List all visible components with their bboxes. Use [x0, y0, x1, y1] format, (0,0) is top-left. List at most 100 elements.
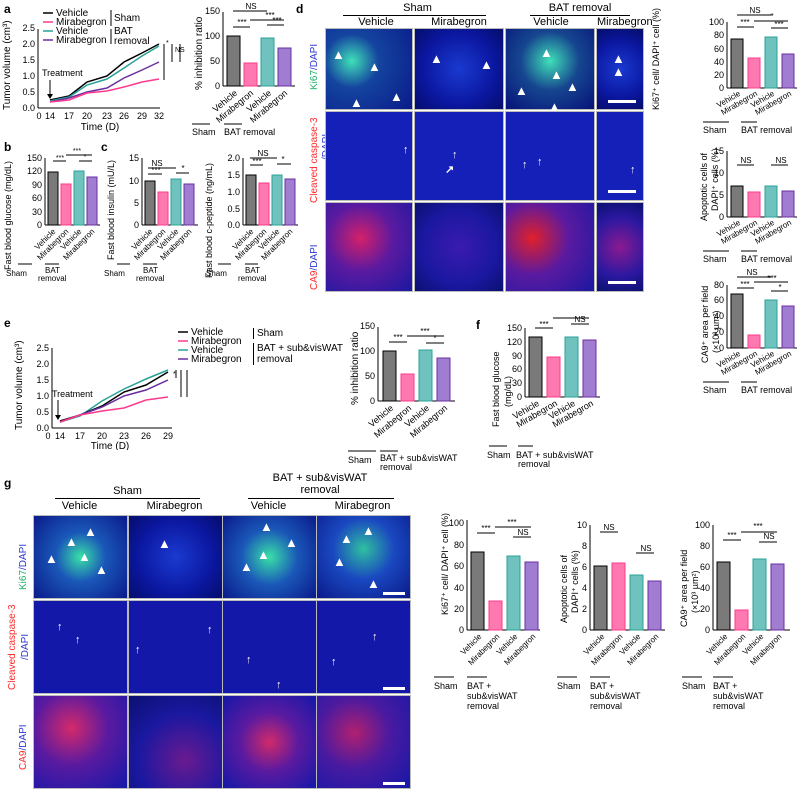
svg-text:2: 2: [582, 604, 587, 614]
d-group-sham: Sham: [403, 2, 432, 14]
svg-text:0: 0: [719, 212, 724, 222]
svg-text:10: 10: [577, 520, 587, 530]
svg-text:80: 80: [714, 30, 724, 40]
svg-text:14: 14: [45, 111, 55, 121]
svg-text:CA9⁺ area per field: CA9⁺ area per field: [700, 286, 710, 363]
svg-text:2.5: 2.5: [22, 23, 35, 33]
svg-text:60: 60: [700, 562, 710, 572]
svg-text:Mirabegron: Mirabegron: [56, 35, 107, 46]
g-group-sham: Sham: [113, 485, 142, 497]
arrowhead-icon: ▲: [612, 64, 625, 79]
g-col-1: Vehicle: [61, 500, 98, 512]
svg-text:6: 6: [582, 562, 587, 572]
svg-text:removal: removal: [114, 36, 150, 47]
svg-text:Ki67⁺ cell/ DAPI⁺ cell (%): Ki67⁺ cell/ DAPI⁺ cell (%): [651, 8, 661, 110]
d-ki67-bat-mirabegron: [596, 28, 644, 110]
arrowhead-icon: ▲: [362, 523, 375, 538]
svg-text:8: 8: [582, 541, 587, 551]
d-col-2: Mirabegron: [431, 16, 487, 28]
d-col-3: Vehicle: [533, 16, 569, 28]
svg-text:NS: NS: [763, 532, 774, 541]
svg-text:(×10³ µm²): (×10³ µm²): [690, 571, 700, 613]
svg-text:DAPI⁺ cells (%): DAPI⁺ cells (%): [710, 148, 720, 211]
arrowhead-icon: ▲: [368, 59, 381, 74]
scale-bar: [608, 100, 636, 103]
svg-text:10: 10: [129, 176, 139, 186]
svg-text:15: 15: [129, 153, 139, 163]
svg-text:BAT + sub&visWAT: BAT + sub&visWAT: [516, 450, 594, 460]
scale-bar: [383, 687, 405, 690]
svg-text:***: ***: [420, 327, 429, 336]
panel-e-line-chart: Vehicle Mirabegron Vehicle Mirabegron 0.…: [14, 327, 242, 450]
svg-text:***: ***: [753, 522, 762, 531]
svg-text:23: 23: [119, 431, 129, 441]
svg-text:*: *: [778, 283, 781, 292]
g-row-caspase-label: Cleaved caspase-3: [7, 604, 18, 690]
svg-text:*: *: [181, 164, 184, 173]
svg-text:DAPI⁺ cells (%): DAPI⁺ cells (%): [570, 550, 580, 613]
legend-e-groups: Sham BAT + sub&visWAT removal: [253, 320, 343, 365]
svg-text:1.0: 1.0: [227, 187, 240, 197]
svg-text:BAT removal: BAT removal: [741, 254, 792, 264]
svg-text:29: 29: [163, 431, 173, 441]
svg-text:*: *: [84, 154, 87, 161]
svg-text:NS: NS: [775, 156, 786, 165]
svg-text:40: 40: [454, 583, 464, 593]
svg-text:0: 0: [459, 625, 464, 635]
svg-text:10: 10: [714, 168, 724, 178]
svg-text:removal: removal: [590, 701, 622, 711]
svg-text:removal: removal: [713, 701, 745, 711]
arrowhead-icon: ▲: [340, 531, 353, 546]
arrowhead-icon: ▲: [285, 535, 298, 550]
panel-c-cpeptide-chart: Fast blood c-peptide (ng/mL) 0.0 0.5 1.0 1.…: [204, 149, 298, 283]
g-row-ca9-label: CA9/DAPI: [18, 724, 29, 770]
svg-text:NS: NS: [245, 2, 256, 11]
svg-text:50: 50: [210, 56, 220, 66]
svg-text:***: ***: [393, 333, 402, 342]
svg-text:NS: NS: [151, 159, 162, 168]
svg-text:BAT removal: BAT removal: [224, 127, 275, 137]
svg-text:0: 0: [36, 111, 41, 121]
svg-text:30: 30: [32, 207, 42, 217]
arrowhead-icon: ▲: [45, 551, 58, 566]
panel-letter-e: e: [4, 316, 11, 330]
svg-text:NS: NS: [740, 156, 751, 165]
d-caspase-bat-mirabegron: [596, 111, 644, 201]
svg-text:Vehicle: Vehicle: [191, 345, 224, 356]
svg-text:20: 20: [97, 431, 107, 441]
svg-text:0.0: 0.0: [22, 103, 35, 113]
svg-text:Sham: Sham: [487, 450, 511, 460]
svg-text:Tumor volume (cm³): Tumor volume (cm³): [2, 20, 13, 110]
svg-text:1.5: 1.5: [227, 170, 240, 180]
svg-text:2.5: 2.5: [36, 343, 49, 353]
svg-text:4: 4: [582, 583, 587, 593]
g-ca9-bat-vehicle: [222, 695, 317, 789]
g-ki67-bat-mirabegron: [316, 515, 411, 599]
svg-text:0.0: 0.0: [227, 220, 240, 230]
svg-text:100: 100: [360, 346, 375, 356]
svg-text:120: 120: [27, 166, 42, 176]
scale-bar: [383, 592, 405, 595]
g-col-3: Vehicle: [250, 500, 287, 512]
svg-text:BAT +: BAT +: [590, 681, 614, 691]
svg-text:Sham: Sham: [6, 269, 27, 278]
svg-text:Mirabegron: Mirabegron: [191, 354, 242, 365]
scale-bar: [608, 190, 636, 193]
svg-text:***: ***: [568, 315, 577, 319]
arrowhead-icon: ▲: [332, 47, 345, 62]
svg-text:40: 40: [714, 57, 724, 67]
g-col-4: Mirabegron: [334, 500, 391, 512]
svg-text:***: ***: [740, 280, 749, 289]
svg-text:removal: removal: [467, 701, 499, 711]
svg-text:Sham: Sham: [104, 269, 125, 278]
arrow-icon: ↑: [135, 644, 141, 656]
svg-text:Mirabegron: Mirabegron: [56, 17, 107, 28]
d-col-4: Mirabegron: [597, 16, 653, 28]
svg-text:*: *: [770, 12, 773, 21]
svg-text:Fast blood insulin (mU/L): Fast blood insulin (mU/L): [106, 160, 116, 260]
arrow-icon: ↗: [445, 164, 455, 176]
arrow-icon: ↑: [276, 679, 282, 691]
svg-text:14: 14: [55, 431, 65, 441]
g-ki67-sham-mirabegron: [128, 515, 223, 599]
